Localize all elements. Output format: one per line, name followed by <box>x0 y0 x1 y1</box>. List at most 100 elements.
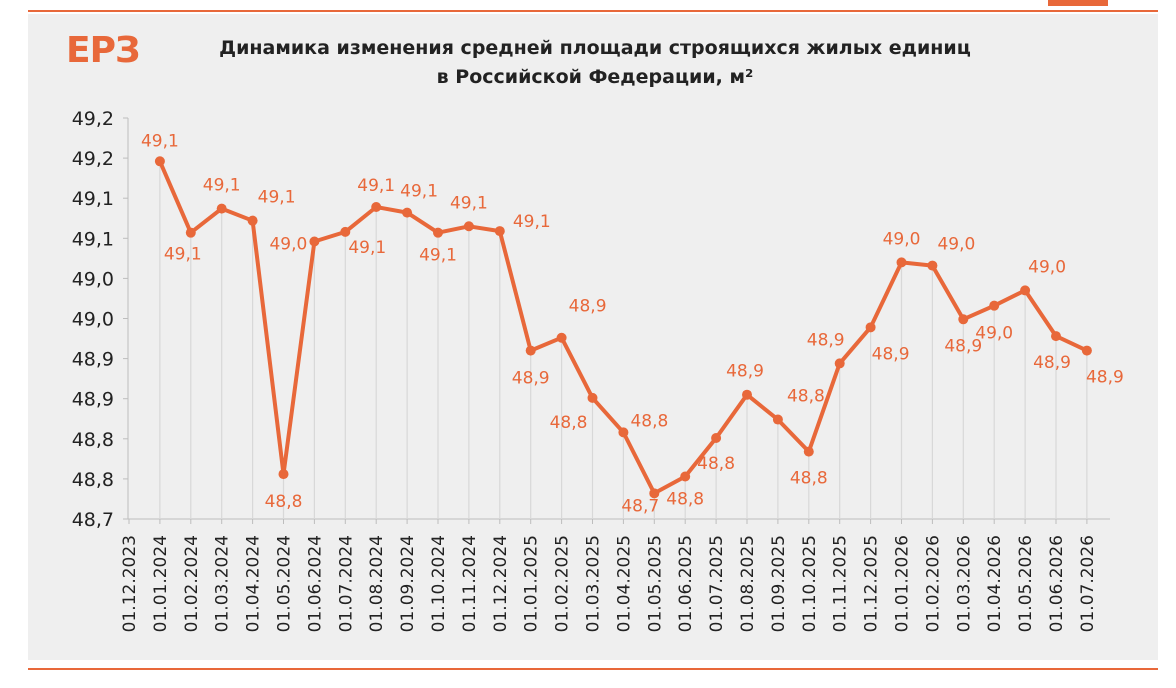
brand-logo: ЕРЗ <box>66 30 141 71</box>
y-tick-label: 48,8 <box>72 469 114 491</box>
data-label: 49,1 <box>357 176 395 196</box>
x-tick-label: 01.03.2024 <box>213 535 233 632</box>
data-point <box>680 471 691 482</box>
data-point <box>340 226 351 237</box>
data-point <box>803 446 814 457</box>
data-label: 49,1 <box>141 131 179 151</box>
chart-panel <box>28 14 1158 660</box>
data-point <box>896 257 907 268</box>
data-label: 49,0 <box>883 229 921 249</box>
data-label: 48,9 <box>807 330 845 350</box>
data-label: 48,9 <box>1086 368 1124 388</box>
data-label: 49,1 <box>203 176 241 196</box>
data-label: 49,1 <box>450 193 488 213</box>
data-label: 49,0 <box>937 235 975 255</box>
x-tick-label: 01.04.2024 <box>244 535 264 632</box>
data-point <box>711 432 722 443</box>
data-point <box>371 202 382 213</box>
data-point <box>556 332 567 343</box>
y-tick-label: 48,7 <box>72 509 114 531</box>
x-tick-label: 01.12.2023 <box>120 535 140 632</box>
data-label: 48,8 <box>550 413 588 433</box>
y-tick-label: 49,2 <box>72 148 114 170</box>
data-point <box>309 236 320 247</box>
x-tick-label: 01.07.2024 <box>336 535 356 632</box>
y-tick-label: 48,9 <box>72 389 114 411</box>
data-label: 48,8 <box>787 387 825 407</box>
x-tick-label: 01.06.2026 <box>1047 535 1067 632</box>
data-point <box>185 227 196 238</box>
data-label: 49,1 <box>164 245 202 265</box>
chart-title: Динамика изменения средней площади строя… <box>160 34 1030 92</box>
data-label: 48,8 <box>630 411 668 431</box>
data-label: 48,9 <box>1033 353 1071 373</box>
x-tick-label: 01.11.2024 <box>460 535 480 632</box>
x-tick-label: 01.05.2026 <box>1016 535 1036 632</box>
y-tick-label: 48,9 <box>72 349 114 371</box>
data-point <box>154 156 165 167</box>
y-tick-label: 49,1 <box>72 188 114 210</box>
y-tick-label: 49,0 <box>72 268 114 290</box>
data-point <box>618 427 629 438</box>
data-point <box>1020 285 1031 296</box>
x-tick-label: 01.02.2024 <box>182 535 202 632</box>
x-tick-label: 01.06.2025 <box>676 535 696 632</box>
x-tick-label: 01.05.2024 <box>275 535 295 632</box>
x-tick-label: 01.02.2026 <box>923 535 943 632</box>
x-tick-label: 01.09.2025 <box>769 535 789 632</box>
x-tick-label: 01.07.2025 <box>707 535 727 632</box>
x-tick-label: 01.04.2026 <box>985 535 1005 632</box>
y-tick-label: 49,2 <box>72 108 114 130</box>
data-label: 49,0 <box>269 235 307 255</box>
x-tick-label: 01.06.2024 <box>305 535 325 632</box>
data-point <box>216 203 227 214</box>
data-label: 49,1 <box>400 182 438 202</box>
x-tick-label: 01.08.2025 <box>738 535 758 632</box>
x-tick-label: 01.09.2024 <box>398 535 418 632</box>
data-point <box>587 392 598 403</box>
data-point <box>772 414 783 425</box>
x-tick-label: 01.05.2025 <box>645 535 665 632</box>
chart-title-line1: Динамика изменения средней площади строя… <box>219 37 971 59</box>
top-divider <box>28 10 1158 12</box>
x-tick-label: 01.01.2026 <box>893 535 913 632</box>
chart-title-line2: в Российской Федерации, м² <box>436 66 754 88</box>
data-point <box>742 389 752 400</box>
data-label: 48,8 <box>666 489 704 509</box>
data-point <box>278 469 289 480</box>
x-tick-label: 01.01.2025 <box>522 535 542 632</box>
data-point <box>958 314 969 325</box>
data-label: 48,9 <box>569 297 607 317</box>
data-label: 49,1 <box>348 238 386 258</box>
x-tick-label: 01.02.2025 <box>553 535 573 632</box>
y-tick-label: 49,0 <box>72 309 114 331</box>
data-point <box>1051 331 1061 342</box>
x-tick-label: 01.03.2026 <box>954 535 974 632</box>
x-tick-label: 01.01.2024 <box>151 535 171 632</box>
x-tick-label: 01.12.2024 <box>491 535 511 632</box>
data-label: 48,9 <box>944 336 982 356</box>
data-point <box>525 345 536 356</box>
y-tick-label: 49,1 <box>72 228 114 250</box>
top-accent-bar <box>1048 0 1108 6</box>
data-point <box>927 260 938 271</box>
bottom-divider <box>28 668 1158 670</box>
data-label: 49,0 <box>975 324 1013 344</box>
data-label: 48,8 <box>265 492 303 512</box>
x-tick-label: 01.04.2025 <box>614 535 634 632</box>
data-label: 48,8 <box>697 454 735 474</box>
data-label: 48,7 <box>621 496 659 516</box>
y-tick-label: 48,8 <box>72 429 114 451</box>
data-point <box>433 227 443 238</box>
data-point <box>402 207 413 218</box>
data-point <box>463 221 474 232</box>
x-tick-label: 01.10.2024 <box>429 535 449 632</box>
data-point <box>865 322 876 333</box>
data-label: 49,0 <box>1028 257 1066 277</box>
data-point <box>1081 345 1092 356</box>
x-tick-label: 01.12.2025 <box>862 535 882 632</box>
data-point <box>494 226 505 237</box>
data-label: 49,1 <box>258 188 296 208</box>
x-tick-label: 01.11.2025 <box>831 535 851 632</box>
